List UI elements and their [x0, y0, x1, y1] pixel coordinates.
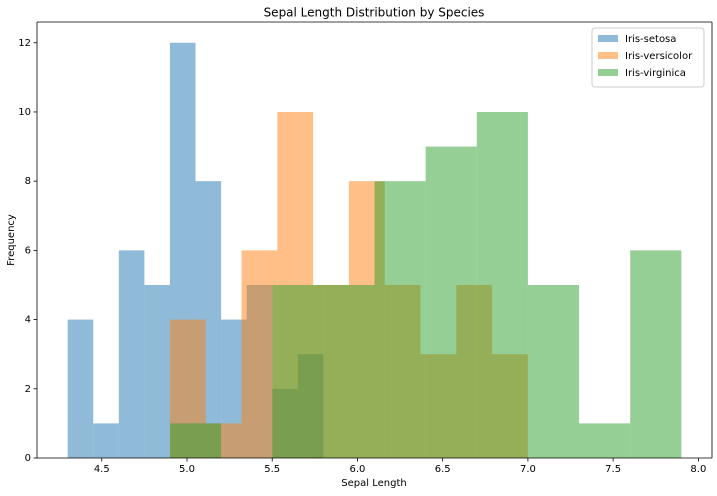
x-tick-label: 5.5: [264, 464, 280, 475]
legend-label: Iris-setosa: [625, 34, 676, 45]
bar: [67, 319, 94, 458]
bar: [144, 284, 170, 458]
bar: [323, 284, 375, 458]
y-tick-label: 4: [25, 315, 31, 326]
bar: [476, 111, 528, 458]
x-tick-label: 8.0: [690, 464, 706, 475]
y-tick-label: 10: [18, 107, 31, 118]
y-tick-label: 2: [25, 384, 31, 395]
legend-swatch: [598, 35, 618, 42]
legend-swatch: [598, 69, 618, 76]
y-tick-label: 6: [25, 245, 31, 256]
y-tick-label: 12: [18, 38, 31, 49]
y-tick-label: 8: [25, 176, 31, 187]
bar: [425, 146, 477, 459]
bar: [527, 284, 580, 458]
bar: [630, 250, 682, 458]
chart-title: Sepal Length Distribution by Species: [264, 6, 485, 20]
y-axis-label: Frequency: [6, 214, 17, 266]
bar: [93, 423, 119, 458]
bar: [241, 250, 278, 458]
legend: Iris-setosa Iris-versicolor Iris-virginica: [591, 27, 705, 88]
legend-label: Iris-versicolor: [625, 51, 693, 62]
bar: [272, 284, 324, 458]
x-tick-label: 4.5: [94, 464, 110, 475]
legend-label: Iris-virginica: [625, 68, 686, 79]
y-tick-label: 0: [25, 453, 31, 464]
legend-box: [591, 27, 705, 88]
x-tick-label: 7.5: [605, 464, 621, 475]
bar: [374, 181, 426, 458]
x-tick-label: 7.0: [520, 464, 536, 475]
legend-swatch: [598, 52, 618, 59]
bar: [118, 250, 145, 458]
x-tick-label: 5.0: [179, 464, 195, 475]
x-tick-label: 6.5: [435, 464, 451, 475]
bar: [579, 423, 631, 458]
x-tick-label: 6.0: [350, 464, 366, 475]
x-axis-label: Sepal Length: [341, 478, 406, 489]
bar: [169, 423, 222, 458]
